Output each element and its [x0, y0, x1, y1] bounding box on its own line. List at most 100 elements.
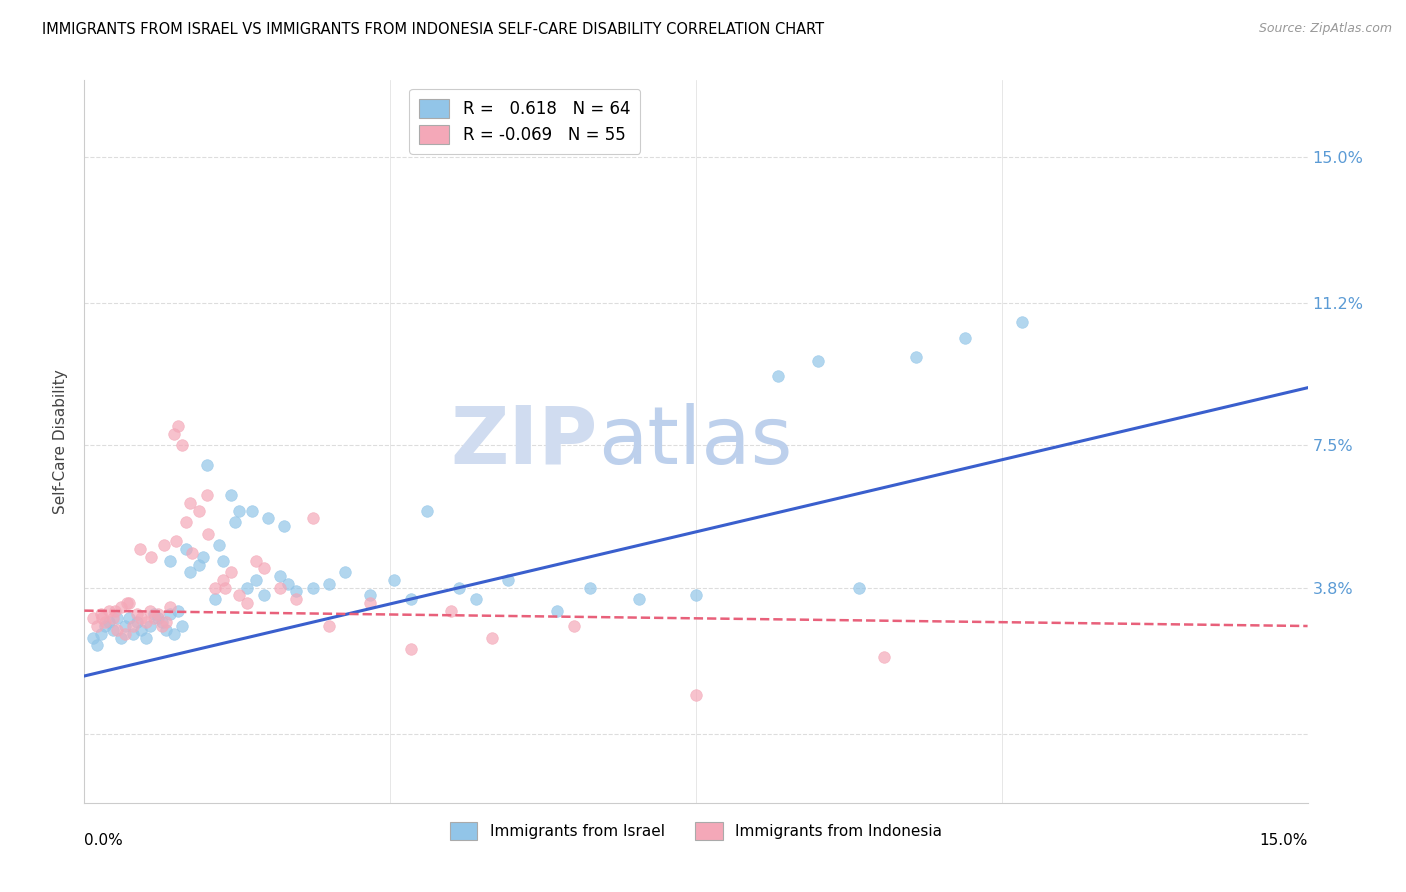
Point — [807, 354, 830, 368]
Point — [953, 331, 976, 345]
Point — [138, 619, 160, 633]
Point — [128, 542, 150, 557]
Point — [318, 576, 340, 591]
Point — [498, 573, 520, 587]
Point — [110, 599, 132, 614]
Point — [301, 511, 323, 525]
Point — [135, 615, 157, 630]
Point — [212, 554, 235, 568]
Point — [212, 573, 235, 587]
Point — [236, 581, 259, 595]
Point — [208, 538, 231, 552]
Point — [127, 607, 149, 622]
Point — [167, 604, 190, 618]
Point — [449, 581, 471, 595]
Point — [285, 592, 308, 607]
Point — [685, 588, 707, 602]
Point — [440, 604, 463, 618]
Point — [273, 519, 295, 533]
Point — [104, 604, 127, 618]
Point — [399, 642, 422, 657]
Point — [172, 619, 194, 633]
Point — [146, 607, 169, 622]
Text: Source: ZipAtlas.com: Source: ZipAtlas.com — [1258, 22, 1392, 36]
Point — [115, 596, 138, 610]
Point — [90, 626, 112, 640]
Point — [236, 596, 259, 610]
Point — [359, 596, 381, 610]
Point — [138, 604, 160, 618]
Point — [155, 623, 177, 637]
Point — [195, 458, 218, 472]
Point — [97, 604, 120, 618]
Point — [204, 581, 226, 595]
Point — [167, 419, 190, 434]
Point — [399, 592, 422, 607]
Point — [105, 611, 128, 625]
Point — [257, 511, 280, 525]
Point — [191, 549, 214, 564]
Point — [204, 592, 226, 607]
Point — [253, 561, 276, 575]
Point — [174, 542, 197, 557]
Point — [228, 588, 250, 602]
Point — [285, 584, 308, 599]
Point — [228, 504, 250, 518]
Point — [163, 426, 186, 441]
Point — [187, 504, 209, 518]
Point — [172, 438, 194, 452]
Point — [301, 581, 323, 595]
Point — [91, 611, 114, 625]
Point — [93, 619, 115, 633]
Point — [685, 688, 707, 702]
Legend: Immigrants from Israel, Immigrants from Indonesia: Immigrants from Israel, Immigrants from … — [444, 816, 948, 846]
Y-axis label: Self-Care Disability: Self-Care Disability — [53, 369, 69, 514]
Point — [105, 623, 128, 637]
Point — [101, 611, 124, 625]
Point — [245, 573, 267, 587]
Point — [86, 619, 108, 633]
Point — [464, 592, 486, 607]
Point — [131, 623, 153, 637]
Point — [179, 496, 201, 510]
Point — [848, 581, 870, 595]
Point — [382, 573, 405, 587]
Point — [110, 631, 132, 645]
Point — [86, 638, 108, 652]
Point — [219, 565, 242, 579]
Point — [82, 631, 104, 645]
Point — [82, 611, 104, 625]
Point — [93, 615, 115, 630]
Point — [97, 615, 120, 630]
Point — [359, 588, 381, 602]
Point — [219, 488, 242, 502]
Point — [155, 615, 177, 630]
Point — [141, 549, 163, 564]
Point — [546, 604, 568, 618]
Point — [150, 615, 173, 630]
Point — [245, 554, 267, 568]
Point — [165, 534, 187, 549]
Text: ZIP: ZIP — [451, 402, 598, 481]
Point — [118, 596, 141, 610]
Point — [142, 607, 165, 622]
Point — [146, 611, 169, 625]
Point — [122, 626, 145, 640]
Point — [114, 626, 136, 640]
Point — [481, 631, 503, 645]
Text: 15.0%: 15.0% — [1260, 833, 1308, 848]
Point — [269, 569, 291, 583]
Point — [224, 515, 246, 529]
Text: IMMIGRANTS FROM ISRAEL VS IMMIGRANTS FROM INDONESIA SELF-CARE DISABILITY CORRELA: IMMIGRANTS FROM ISRAEL VS IMMIGRANTS FRO… — [42, 22, 824, 37]
Point — [627, 592, 650, 607]
Point — [101, 623, 124, 637]
Point — [150, 619, 173, 633]
Point — [118, 611, 141, 625]
Point — [253, 588, 276, 602]
Point — [269, 581, 291, 595]
Point — [872, 649, 894, 664]
Point — [335, 565, 357, 579]
Point — [579, 581, 602, 595]
Point — [240, 504, 263, 518]
Point — [1011, 315, 1033, 329]
